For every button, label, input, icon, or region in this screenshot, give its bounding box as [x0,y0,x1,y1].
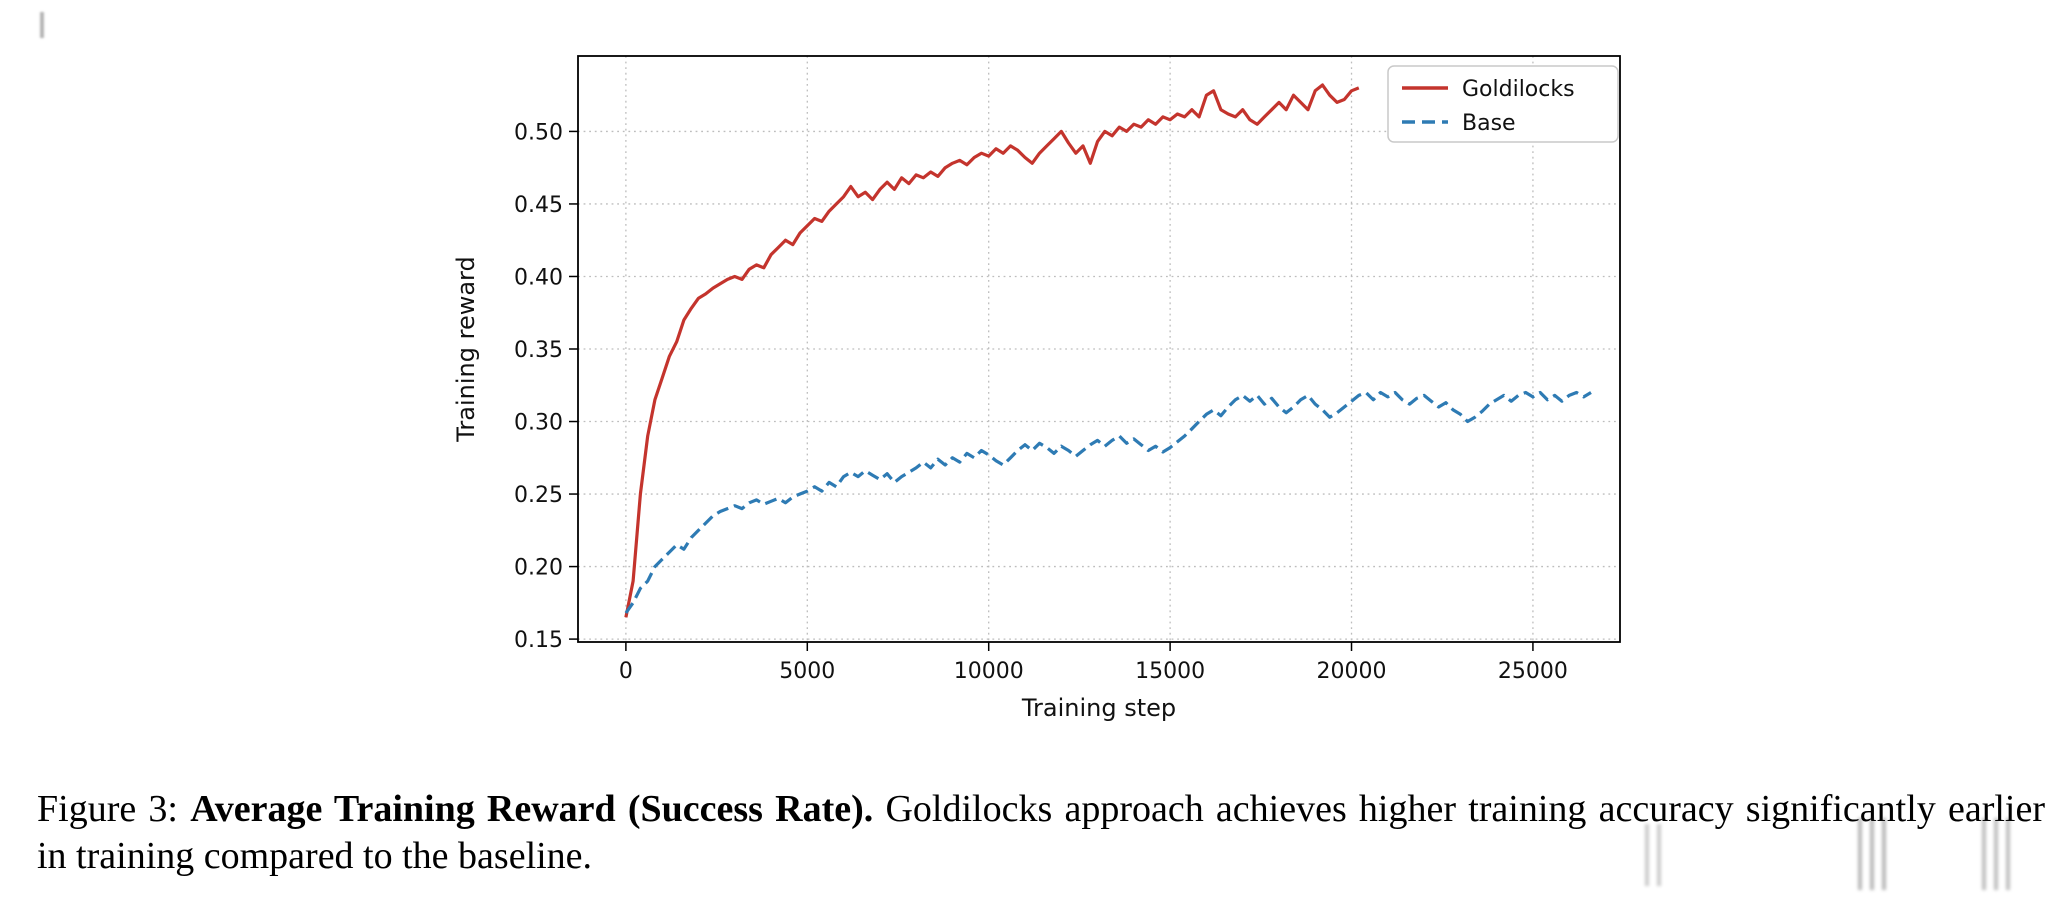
y-tick-label: 0.25 [514,483,563,508]
base-line [624,390,1592,614]
x-axis-label: Training step [1021,694,1176,722]
y-tick-label: 0.15 [514,628,563,653]
plot-frame [577,55,1621,643]
x-tick-label: 25000 [1498,659,1568,684]
x-tick-label: 0 [619,659,633,684]
y-tick-label: 0.40 [514,265,563,290]
x-tick-label: 5000 [779,659,835,684]
caption-body: Goldilocks approach achieves higher trai… [37,788,2045,878]
x-tick-label: 15000 [1135,659,1205,684]
y-tick-label: 0.30 [514,411,563,436]
x-tick-label: 20000 [1317,659,1387,684]
goldilocks-line [624,83,1360,618]
y-tick-label: 0.50 [514,120,563,145]
figure-caption: Figure 3: Average Training Reward (Succe… [37,786,2045,880]
caption-figure-label: Figure 3: [37,788,191,830]
legend-label: Base [1462,111,1516,136]
y-axis-label: Training reward [452,256,480,442]
legend-label: Goldilocks [1462,77,1575,102]
x-tick-label: 10000 [954,659,1024,684]
y-tick-label: 0.45 [514,193,563,218]
y-tick-label: 0.35 [514,338,563,363]
training-reward-chart: 0 5000 10000 15000 20000 25000 0.15 0.20 0.25 0.3… [452,55,1621,722]
y-tick-label: 0.20 [514,556,563,581]
caption-title: Average Training Reward (Success Rate). [190,788,874,830]
